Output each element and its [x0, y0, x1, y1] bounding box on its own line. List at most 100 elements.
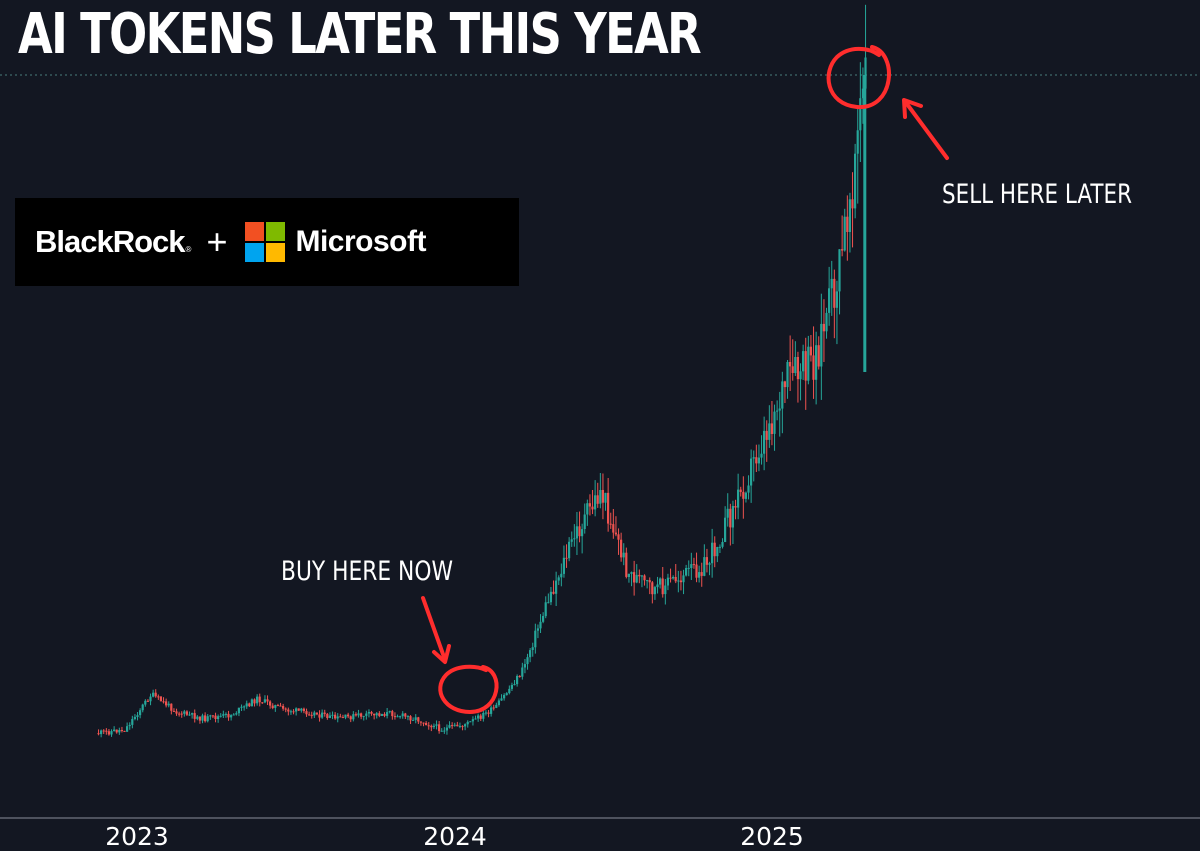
candle-body-108: [378, 713, 381, 716]
candle-body-93: [339, 716, 342, 718]
candle-body-13: [131, 719, 134, 725]
candle-body-264: [783, 381, 786, 388]
candle-body-173: [547, 602, 550, 604]
candle-body-88: [326, 713, 329, 718]
candle-body-126: [425, 723, 428, 726]
candle-body-46: [217, 716, 220, 719]
candle-body-171: [542, 616, 545, 622]
candle-body-243: [729, 508, 732, 528]
candle-body-133: [443, 730, 446, 732]
candle-body-213: [651, 582, 654, 595]
candle-body-280: [825, 312, 828, 332]
candle-body-28: [170, 703, 173, 711]
blackrock-logo: BlackRock®: [35, 224, 192, 259]
candle-body-30: [175, 711, 178, 714]
candle-body-116: [399, 716, 402, 718]
candle-body-21: [152, 692, 155, 697]
candle-body-31: [178, 713, 181, 715]
candle-body-268: [794, 357, 797, 373]
candle-body-18: [144, 700, 147, 705]
candle-body-41: [204, 715, 207, 722]
candle-body-135: [448, 725, 451, 728]
candle-body-9: [120, 730, 123, 731]
candle-body-62: [258, 696, 261, 703]
candle-body-35: [188, 714, 191, 716]
candle-body-198: [612, 524, 615, 533]
candle-body-273: [807, 346, 810, 381]
buy-arrow: [421, 596, 451, 664]
candle-body-100: [357, 713, 360, 716]
candle-body-32: [180, 713, 183, 715]
candle-body-179: [562, 557, 565, 574]
candle-body-233: [703, 557, 706, 576]
plus-sign: +: [206, 221, 228, 262]
candle-body-8: [118, 730, 121, 733]
candle-body-42: [206, 716, 209, 722]
registered-mark: ®: [185, 245, 192, 254]
candle-body-49: [224, 713, 227, 715]
candle-body-230: [695, 564, 698, 578]
candle-body-52: [232, 714, 235, 716]
buy-circle: [438, 664, 499, 715]
candle-body-165: [526, 657, 529, 665]
candle-body-282: [830, 278, 833, 289]
candle-body-211: [646, 580, 649, 582]
candle-body-155: [500, 698, 503, 701]
candle-body-160: [513, 684, 516, 686]
candle-body-104: [367, 712, 370, 714]
candle-body-122: [414, 717, 417, 720]
candle-body-85: [318, 714, 321, 718]
candle-body-248: [742, 491, 745, 499]
ms-logo-yellow-square: [266, 243, 286, 262]
candle-body-14: [133, 716, 136, 719]
candle-body-45: [214, 715, 217, 719]
candle-body-265: [786, 362, 789, 388]
candle-body-180: [565, 557, 568, 559]
candle-body-73: [287, 709, 290, 712]
candle-body-228: [690, 564, 693, 568]
candle-body-222: [674, 577, 677, 582]
candle-body-83: [313, 712, 316, 716]
sell-circle: [826, 45, 891, 110]
candle-body-257: [765, 430, 768, 440]
candle-body-164: [523, 664, 526, 668]
candle-body-12: [128, 724, 131, 727]
candle-body-102: [362, 715, 365, 717]
candle-body-157: [505, 693, 508, 696]
candle-body-72: [284, 708, 287, 710]
candle-body-22: [154, 692, 157, 697]
candle-body-185: [578, 526, 581, 537]
candle-body-194: [601, 490, 604, 503]
candle-body-182: [570, 539, 573, 542]
candle-body-151: [490, 707, 493, 714]
candle-body-200: [617, 534, 620, 540]
candle-body-10: [123, 730, 126, 732]
candle-body-195: [604, 492, 607, 503]
candle-body-70: [279, 705, 282, 707]
candle-body-262: [778, 408, 781, 411]
candle-body-187: [583, 514, 586, 529]
sell-arrow: [902, 98, 949, 160]
candle-body-2: [102, 730, 105, 732]
candle-body-27: [167, 703, 170, 706]
candle-body-115: [396, 716, 399, 718]
ms-logo-blue-square: [245, 243, 265, 262]
candle-body-205: [630, 572, 633, 574]
candle-body-223: [677, 580, 680, 582]
x-tick-2024: 2024: [423, 822, 487, 851]
candle-body-84: [315, 712, 318, 715]
candle-body-37: [193, 713, 196, 719]
candle-body-137: [453, 724, 456, 726]
candle-body-191: [594, 495, 597, 510]
candle-body-206: [633, 572, 636, 583]
candle-body-270: [799, 371, 802, 380]
candle-body-183: [573, 538, 576, 540]
candle-body-212: [648, 580, 651, 583]
candle-body-201: [620, 539, 623, 558]
candle-body-71: [282, 706, 285, 709]
candle-body-275: [812, 355, 815, 380]
candle-body-238: [716, 547, 719, 557]
candle-body-61: [256, 696, 259, 704]
candle-body-54: [237, 707, 240, 714]
